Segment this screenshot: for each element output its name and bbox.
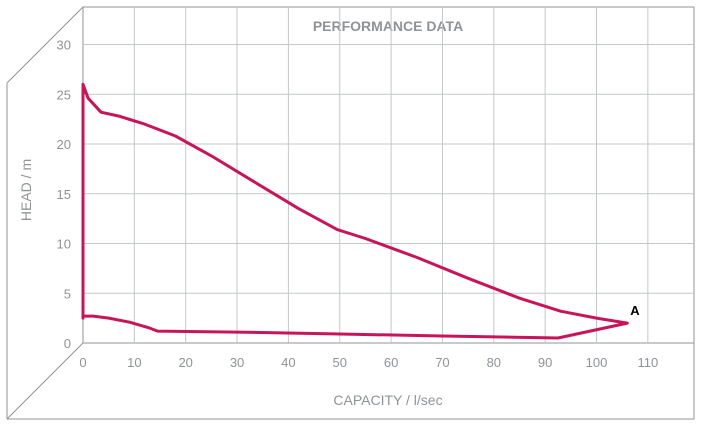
x-tick-label: 90 [538,355,552,370]
x-tick-label: 70 [435,355,449,370]
x-tick-label: 10 [127,355,141,370]
y-tick-label: 30 [57,38,71,53]
x-tick-label: 50 [333,355,347,370]
chart-frame-front [7,343,695,420]
y-tick-label: 0 [64,336,71,351]
x-tick-label: 80 [487,355,501,370]
x-tick-label: 40 [281,355,295,370]
chart-frame-back [82,6,695,344]
y-tick-label: 25 [57,87,71,102]
x-axis-label: CAPACITY / l/sec [333,392,442,408]
x-tick-label: 20 [178,355,192,370]
annotation-label: A [630,303,640,318]
performance-envelope-line [81,82,629,340]
x-tick-label: 100 [586,355,608,370]
y-tick-label: 10 [57,237,71,252]
y-axis-label: HEAD / m [18,159,34,221]
chart-title: PERFORMANCE DATA [313,18,463,34]
y-tick-label: 5 [64,286,71,301]
y-tick-label: 15 [57,187,71,202]
x-tick-label: 30 [230,355,244,370]
x-tick-label: 60 [384,355,398,370]
y-tick-label: 20 [57,137,71,152]
x-tick-label: 110 [637,355,658,370]
chart-frame-depth-bottom [6,342,84,420]
x-tick-label: 0 [79,355,86,370]
chart-frame-depth-left [6,6,84,84]
